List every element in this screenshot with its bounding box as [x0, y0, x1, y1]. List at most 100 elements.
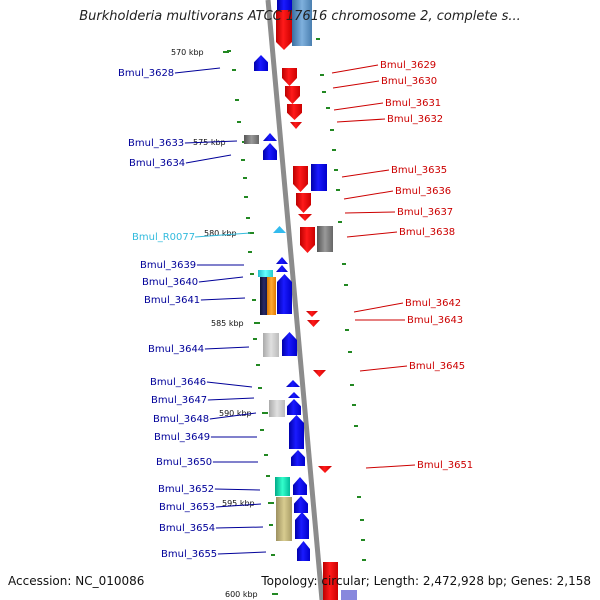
- leader-line: [332, 80, 380, 89]
- gene-bmul-3643[interactable]: [307, 320, 320, 327]
- gene-bmul-3635b[interactable]: [311, 164, 327, 191]
- gene-bmul-3642[interactable]: [306, 311, 318, 317]
- leader-line: [184, 140, 238, 144]
- leader-line: [207, 397, 255, 401]
- gene-bmul-3635[interactable]: [293, 166, 308, 192]
- gene-bmul-3653[interactable]: [294, 496, 308, 513]
- gene-label-bmul-3645[interactable]: Bmul_3645: [409, 361, 465, 372]
- gene-label-bmul-3638[interactable]: Bmul_3638: [399, 227, 455, 238]
- gene-bmul-3630[interactable]: [285, 86, 300, 104]
- gene-bottom-red[interactable]: [323, 562, 338, 600]
- gene-bmul-3639[interactable]: [276, 257, 288, 264]
- gene-bmul-3641b[interactable]: [267, 277, 276, 315]
- leader-line: [206, 381, 253, 388]
- gene-bottom-blue[interactable]: [341, 590, 357, 600]
- gene-bmul-3645[interactable]: [313, 370, 326, 377]
- leader-line: [365, 464, 416, 469]
- gene-bmul-3644[interactable]: [282, 332, 297, 356]
- gene-label-bmul-3653[interactable]: Bmul_3653: [159, 502, 215, 513]
- leader-line: [215, 503, 262, 508]
- gene-bmul-3633b[interactable]: [263, 133, 277, 141]
- gene-bmul-3633[interactable]: [244, 135, 259, 144]
- leader-line: [214, 488, 261, 491]
- gene-bmul-3641[interactable]: [277, 274, 292, 314]
- gene-bmul-3644a[interactable]: [263, 333, 279, 357]
- leader-line: [204, 346, 250, 350]
- gene-label-bmul-3641[interactable]: Bmul_3641: [144, 295, 200, 306]
- gene-label-bmul-3636[interactable]: Bmul_3636: [395, 186, 451, 197]
- gene-bmul-3647[interactable]: [288, 392, 300, 398]
- gene-label-bmul-3643[interactable]: Bmul_3643: [407, 315, 463, 326]
- gene-bmul-3632[interactable]: [290, 122, 302, 129]
- kbp-scale-label: 585 kbp: [211, 319, 244, 328]
- gene-bmul-3629[interactable]: [282, 68, 297, 86]
- leader-line: [200, 297, 246, 301]
- kbp-scale-label: 590 kbp: [219, 409, 252, 418]
- gene-label-bmul-3649[interactable]: Bmul_3649: [154, 432, 210, 443]
- kbp-scale-label: 580 kbp: [204, 229, 237, 238]
- gene-bmul-3648a[interactable]: [269, 400, 285, 417]
- gene-top-steel[interactable]: [292, 0, 312, 46]
- gene-label-bmul-3631[interactable]: Bmul_3631: [385, 98, 441, 109]
- gene-bmul-3648[interactable]: [287, 399, 301, 415]
- gene-label-bmul-3655[interactable]: Bmul_3655: [161, 549, 217, 560]
- gene-label-bmul-3654[interactable]: Bmul_3654: [159, 523, 215, 534]
- gene-bmul-3652a[interactable]: [275, 477, 290, 496]
- leader-line: [333, 102, 384, 111]
- gene-bmul-3638b[interactable]: [317, 226, 333, 252]
- gene-label-bmul-3640[interactable]: Bmul_3640: [142, 277, 198, 288]
- gene-top-red[interactable]: [276, 10, 292, 50]
- gene-bmul-3631[interactable]: [287, 104, 302, 120]
- chromosome-backbone: [265, 0, 325, 600]
- leader-line: [336, 118, 386, 123]
- gene-bmul-3639b[interactable]: [276, 265, 288, 272]
- gene-label-bmul-3651[interactable]: Bmul_3651: [417, 460, 473, 471]
- gene-label-bmul-3650[interactable]: Bmul_3650: [156, 457, 212, 468]
- gene-label-bmul-3648[interactable]: Bmul_3648: [153, 414, 209, 425]
- leader-line: [217, 551, 267, 555]
- leader-line: [344, 211, 396, 214]
- gene-label-bmul-3632[interactable]: Bmul_3632: [387, 114, 443, 125]
- gene-bmul-3650[interactable]: [291, 450, 305, 466]
- gene-bmul-3654[interactable]: [295, 512, 309, 539]
- leader-line: [198, 276, 244, 283]
- gene-label-bmul-3628[interactable]: Bmul_3628: [118, 68, 174, 79]
- gene-bmul-3637[interactable]: [298, 214, 312, 221]
- gene-label-bmul-3635[interactable]: Bmul_3635: [391, 165, 447, 176]
- gene-label-bmul-3646[interactable]: Bmul_3646: [150, 377, 206, 388]
- gene-label-bmul-3644[interactable]: Bmul_3644: [148, 344, 204, 355]
- gene-label-bmul-3630[interactable]: Bmul_3630: [381, 76, 437, 87]
- gene-label-bmul-3637[interactable]: Bmul_3637: [397, 207, 453, 218]
- gene-bmul-r0077[interactable]: [273, 226, 286, 233]
- gene-bmul-3651[interactable]: [318, 466, 332, 473]
- gene-label-bmul-r0077[interactable]: Bmul_R0077: [132, 232, 195, 243]
- gene-bmul-3640[interactable]: [258, 270, 273, 277]
- leader-line: [185, 154, 232, 164]
- gene-label-bmul-3639[interactable]: Bmul_3639: [140, 260, 196, 271]
- kbp-scale-label: 600 kbp: [225, 590, 258, 599]
- kbp-scale-label: 595 kbp: [222, 499, 255, 508]
- gene-bmul-3646[interactable]: [286, 380, 300, 387]
- gene-bmul-3636[interactable]: [296, 193, 311, 213]
- gene-bmul-3634[interactable]: [263, 143, 277, 160]
- gene-label-bmul-3633[interactable]: Bmul_3633: [128, 138, 184, 149]
- gene-label-bmul-3629[interactable]: Bmul_3629: [380, 60, 436, 71]
- leader-line: [331, 64, 379, 74]
- leader-line: [341, 169, 390, 178]
- gene-label-bmul-3647[interactable]: Bmul_3647: [151, 395, 207, 406]
- gene-label-bmul-3652[interactable]: Bmul_3652: [158, 484, 214, 495]
- gene-bmul-3652[interactable]: [293, 477, 307, 495]
- gene-bmul-3653a[interactable]: [276, 497, 292, 541]
- gene-bmul-3641a[interactable]: [260, 277, 268, 315]
- gene-label-bmul-3634[interactable]: Bmul_3634: [129, 158, 185, 169]
- gene-bmul-3655[interactable]: [297, 541, 310, 561]
- topology-label: Topology: circular; Length: 2,472,928 bp…: [261, 574, 591, 588]
- gene-bmul-3628[interactable]: [254, 55, 268, 71]
- gene-top-blue[interactable]: [277, 0, 292, 10]
- gene-bmul-3638[interactable]: [300, 227, 315, 253]
- gene-label-bmul-3642[interactable]: Bmul_3642: [405, 298, 461, 309]
- gene-bmul-3649[interactable]: [289, 415, 304, 449]
- leader-line: [194, 232, 251, 238]
